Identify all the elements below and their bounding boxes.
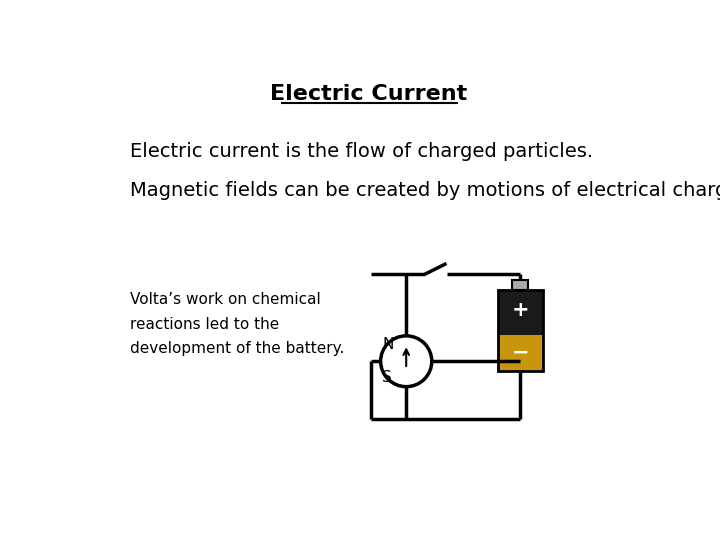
Text: N: N bbox=[382, 338, 394, 353]
Bar bbox=[498, 291, 543, 372]
Text: Electric current is the flow of charged particles.: Electric current is the flow of charged … bbox=[130, 141, 593, 160]
Bar bbox=[498, 335, 543, 372]
Text: Volta’s work on chemical
reactions led to the
development of the battery.: Volta’s work on chemical reactions led t… bbox=[130, 292, 345, 356]
Circle shape bbox=[381, 336, 432, 387]
Text: +: + bbox=[511, 300, 529, 320]
Text: Magnetic fields can be created by motions of electrical charges.: Magnetic fields can be created by motion… bbox=[130, 181, 720, 200]
Text: Electric Current: Electric Current bbox=[271, 84, 467, 104]
Bar bbox=[498, 291, 543, 335]
Text: −: − bbox=[511, 343, 529, 363]
Bar bbox=[513, 280, 528, 291]
Text: S: S bbox=[382, 370, 392, 385]
